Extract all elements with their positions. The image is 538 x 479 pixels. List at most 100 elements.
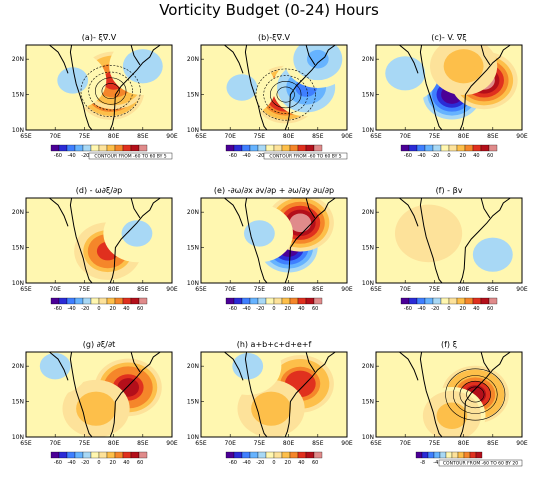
colorbar-swatch [66,451,76,459]
colorbar-swatch [281,451,291,459]
colorbar-swatch [440,297,450,305]
y-tick-label: 10N [362,280,374,287]
colorbar-swatch [416,144,426,152]
colorbar-label: -40 [67,306,75,312]
colorbar-swatch [98,144,108,152]
panel-frame [375,197,523,284]
colorbar-swatch [445,451,453,459]
colorbar-label: -8 [420,460,425,466]
border-line [399,352,419,381]
colorbar-label: -40 [417,306,425,312]
heat-blob-b [231,78,253,97]
colorbar-swatch [249,144,259,152]
colorbar-swatch [273,297,283,305]
y-tick-label: 10N [362,434,374,441]
panel-h: (h) a+b+c+d+e+f 65E 70E 75E 80E 85E 90E 10N 15N 2… [187,340,353,466]
x-tick-label: 80E [458,286,470,293]
colorbar-label: 0 [97,306,100,312]
border-line [399,198,419,227]
heat-blob-g [85,399,107,418]
x-tick-label: 80E [108,286,120,293]
colorbar-label: 60 [137,460,143,466]
panel-title: (g) ∂ξ/∂t [83,340,115,349]
state-border [480,352,491,373]
heat-blob-b [306,49,329,69]
x-tick-label: 65E [195,133,207,140]
colorbar-swatch [249,451,259,459]
west-coastline [244,45,268,130]
x-tick-label: 80E [283,286,295,293]
colorbar-swatch [114,451,124,459]
border-line [224,352,244,381]
heatmap-field [49,198,171,283]
colorbar-swatch [281,297,291,305]
x-tick-label: 70E [49,133,61,140]
colorbar-swatch [98,297,108,305]
heatmap-field [376,45,518,130]
colorbar-swatch [130,451,140,459]
colorbar-swatch [421,451,429,459]
contour-line [80,65,141,117]
colorbar-label: -20 [431,153,439,159]
colorbar-label: -60 [404,153,412,159]
colorbar-swatch [463,451,471,459]
heatmap-field [26,352,162,437]
colorbar-swatch [475,451,483,459]
colorbar-label: 0 [97,460,100,466]
colorbar-label: -60 [229,153,237,159]
x-tick-label: 85E [137,286,149,293]
heat-blob-c [452,56,475,76]
panel-frame [25,351,173,438]
x-tick-label: 75E [254,133,266,140]
x-tick-label: 65E [370,133,382,140]
heatmap-field [394,198,522,283]
panel-frame [200,351,348,438]
border-line [49,45,69,74]
colorbar-f: -60 -40 -20 0 20 40 60 [400,297,498,312]
colorbar-label: -40 [242,306,250,312]
colorbar-swatch [432,144,442,152]
border-line [224,45,244,74]
colorbar-swatch [82,144,92,152]
colorbar-swatch [480,297,490,305]
colorbar-swatch [281,144,291,152]
colorbar-swatch [488,144,498,152]
contour-note: CONTOUR FROM -60 TO 60 BY 5 [94,154,166,160]
colorbar-swatch [90,451,100,459]
colorbar-label: -20 [431,306,439,312]
y-tick-label: 15N [12,92,24,99]
panel-frame [25,44,173,131]
colorbar-label: -60 [54,306,62,312]
colorbar-label: -20 [256,460,264,466]
colorbar-swatch [265,144,275,152]
colorbar-swatch [58,451,68,459]
colorbar-label: 0 [272,460,275,466]
colorbar-label: -60 [404,306,412,312]
x-tick-label: 75E [79,440,91,447]
colorbar-swatch [289,144,299,152]
x-tick-label: 80E [108,133,120,140]
panel-title: (h) a+b+c+d+e+f [237,340,312,349]
x-tick-label: 85E [312,286,324,293]
y-tick-label: 20N [12,363,24,370]
colorbar-swatch [114,144,124,152]
state-border [305,198,316,219]
state-border [130,45,141,66]
y-tick-label: 10N [12,434,24,441]
colorbar-swatch [225,297,235,305]
colorbar-swatch [90,144,100,152]
state-border [130,352,141,373]
colorbar-swatch [457,451,465,459]
x-tick-label: 75E [254,440,266,447]
colorbar-c: -60 -40 -20 0 20 40 60 [400,144,498,159]
colorbar-swatch [82,451,92,459]
colorbar-i: -8-4048CONTOUR FROM -60 TO 60 BY 20 [415,451,523,467]
x-tick-label: 70E [224,440,236,447]
colorbar-swatch [273,144,283,152]
colorbar-label: 20 [285,460,291,466]
colorbar-swatch [66,144,76,152]
colorbar-swatch [90,297,100,305]
colorbar-swatch [416,297,426,305]
